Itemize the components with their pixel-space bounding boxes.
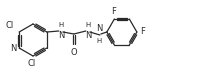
Text: H: H: [96, 38, 101, 44]
Text: Cl: Cl: [28, 59, 36, 68]
Text: Cl: Cl: [6, 21, 14, 30]
Text: H: H: [58, 23, 63, 29]
Text: N: N: [10, 44, 16, 53]
Text: H: H: [85, 23, 90, 29]
Text: F: F: [110, 7, 115, 16]
Text: F: F: [139, 28, 144, 37]
Text: N: N: [84, 32, 91, 40]
Text: O: O: [70, 48, 77, 57]
Text: N: N: [95, 24, 102, 34]
Text: N: N: [57, 32, 64, 40]
